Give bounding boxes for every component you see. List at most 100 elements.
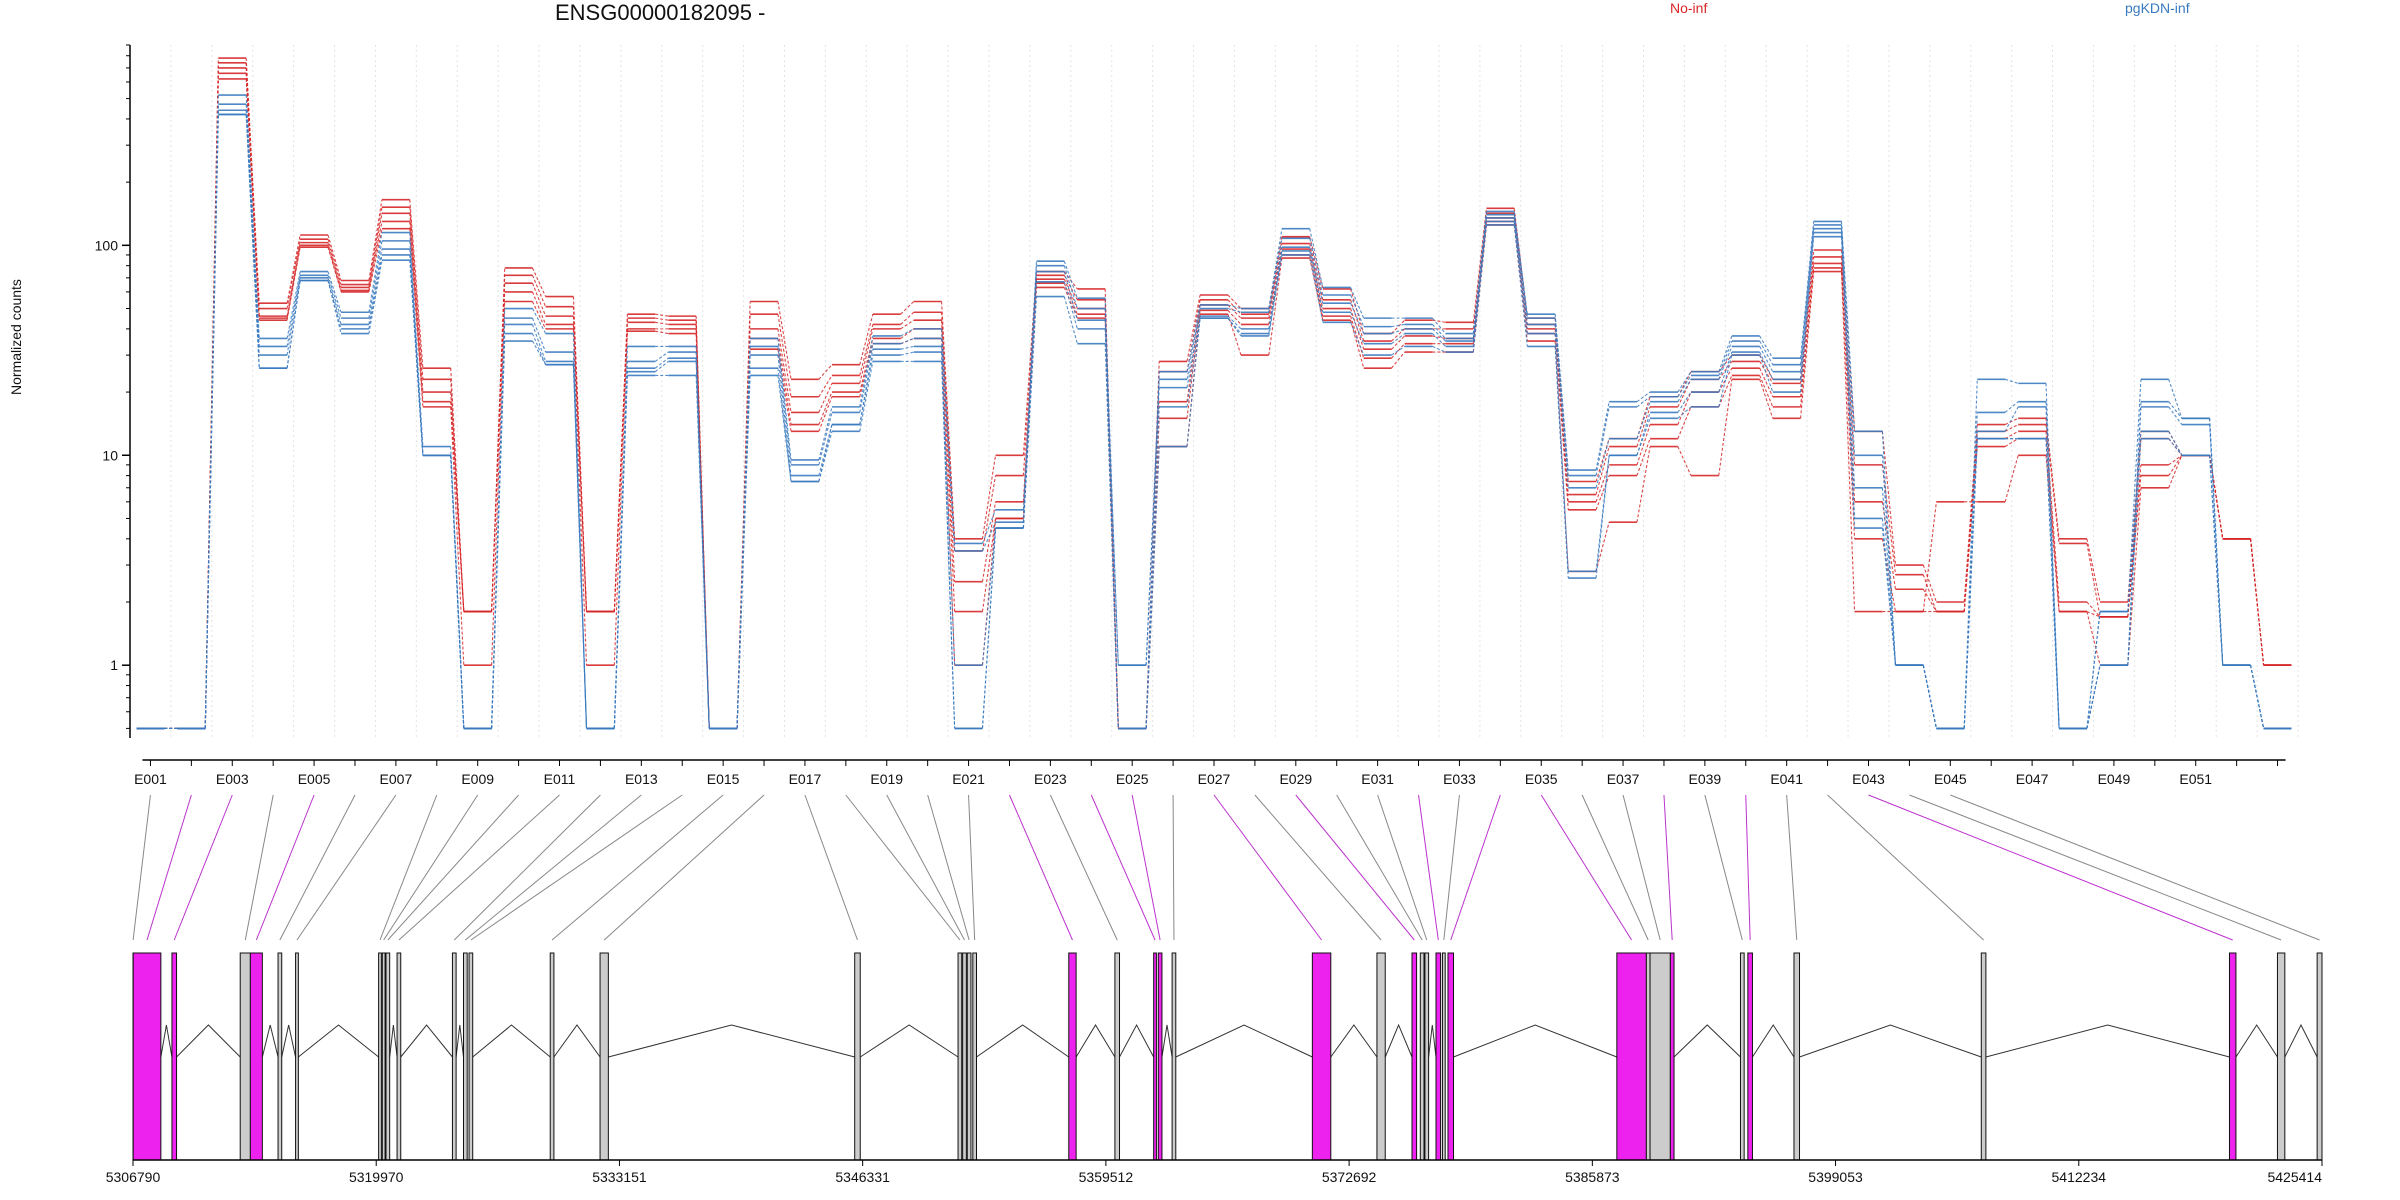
series-connector xyxy=(368,260,383,334)
intron-line xyxy=(1752,1024,1795,1058)
intron-line xyxy=(298,1024,379,1058)
series-connector xyxy=(368,248,383,325)
exon-box xyxy=(295,952,299,1161)
x-tick-label: E047 xyxy=(2016,771,2049,787)
series-connector xyxy=(532,333,547,365)
series-connector xyxy=(2045,438,2060,612)
exon-box xyxy=(1793,952,1801,1161)
connector-line xyxy=(1786,794,1798,941)
series-connector xyxy=(2168,438,2183,456)
series-connector xyxy=(1677,391,1692,413)
series-connector xyxy=(613,375,628,729)
series-connector xyxy=(2086,611,2101,618)
series-connector xyxy=(1881,528,1897,666)
series-connector xyxy=(1636,438,1651,476)
x-tick-label: E051 xyxy=(2179,771,2212,787)
series-connector xyxy=(1350,294,1365,327)
series-connector xyxy=(2045,406,2060,729)
coordinate-axis: 5306790 5319970 5333151 5346331 5359512 53726… xyxy=(106,1159,2323,1185)
series-connector xyxy=(777,328,792,413)
series-connector xyxy=(286,245,301,319)
series-connector xyxy=(1432,335,1446,340)
series-connector xyxy=(2127,438,2142,666)
connector-line xyxy=(1049,794,1118,941)
series-connector xyxy=(1513,211,1528,315)
exon-box xyxy=(1441,952,1446,1161)
exon-box xyxy=(1747,952,1753,1161)
series-connector xyxy=(2209,455,2224,666)
series-connector xyxy=(777,338,792,425)
series-connector xyxy=(1063,261,1078,299)
connector-line xyxy=(1009,794,1073,941)
x-tick-label: E041 xyxy=(1770,771,1803,787)
series-connector xyxy=(1963,379,1978,729)
series-connector xyxy=(368,228,383,293)
series-connector xyxy=(941,352,956,729)
series-line xyxy=(136,62,2292,730)
connector-line xyxy=(1336,794,1423,941)
series-connector xyxy=(1391,345,1405,356)
series-connector xyxy=(2209,455,2224,539)
series-connector xyxy=(286,271,301,339)
x-tick-label: E033 xyxy=(1443,771,1476,787)
intron-line xyxy=(1384,1023,1413,1058)
intron-line xyxy=(1985,1024,2230,1058)
series-connector xyxy=(1227,309,1242,325)
series-connector xyxy=(1022,261,1038,510)
series-connector xyxy=(818,431,833,482)
series-connector xyxy=(1963,438,1978,729)
series-connector xyxy=(1718,340,1733,376)
series-connector xyxy=(900,328,915,337)
connector-line xyxy=(927,794,970,941)
connector-line xyxy=(886,794,965,941)
intron-line xyxy=(261,1024,279,1058)
exon-box xyxy=(1411,952,1418,1161)
connector-line xyxy=(279,794,356,941)
exon-box xyxy=(277,952,283,1161)
series-connector xyxy=(1350,320,1365,369)
series-connector xyxy=(1350,315,1365,359)
series-connector xyxy=(1840,267,1856,539)
series-connector xyxy=(1309,236,1324,290)
series-connector xyxy=(531,317,547,353)
exon-box xyxy=(1153,952,1157,1161)
connector-line xyxy=(465,794,642,941)
series-connector xyxy=(1718,354,1733,408)
series-connector xyxy=(654,360,669,373)
series-connector xyxy=(1391,323,1405,328)
series-connector xyxy=(368,232,383,313)
series-connector xyxy=(327,242,342,288)
exon-box xyxy=(1616,952,1647,1161)
series-connector xyxy=(1350,288,1365,334)
intron-line xyxy=(176,1024,241,1058)
series-connector xyxy=(286,239,301,309)
exon-box xyxy=(132,952,162,1161)
series-connector xyxy=(1595,438,1610,488)
intron-line xyxy=(976,1024,1070,1058)
series-connector xyxy=(1800,228,1815,372)
x-tick-label: E023 xyxy=(1034,771,1067,787)
series-connector xyxy=(532,340,547,365)
connector-line xyxy=(379,794,438,941)
series-connector xyxy=(409,199,424,369)
series-connector xyxy=(1513,221,1528,334)
connector-line xyxy=(1450,794,1501,941)
series-connector xyxy=(1595,406,1610,476)
series-connector xyxy=(327,280,342,330)
series-connector xyxy=(1881,518,1897,666)
exon-box xyxy=(599,952,609,1161)
connector-line xyxy=(1418,794,1439,941)
exon-box xyxy=(451,952,457,1161)
series-connector xyxy=(1309,228,1324,288)
series-connector xyxy=(2127,406,2142,666)
series-connector xyxy=(327,275,342,319)
series-connector xyxy=(1350,312,1365,344)
series-connector xyxy=(1432,319,1446,323)
series-connector xyxy=(1391,319,1406,334)
series-connector xyxy=(654,357,669,369)
series-connector xyxy=(245,114,260,369)
series-connector xyxy=(532,301,547,330)
series-connector xyxy=(655,313,669,317)
series-connector xyxy=(1595,446,1610,495)
series-connector xyxy=(1922,564,1937,603)
